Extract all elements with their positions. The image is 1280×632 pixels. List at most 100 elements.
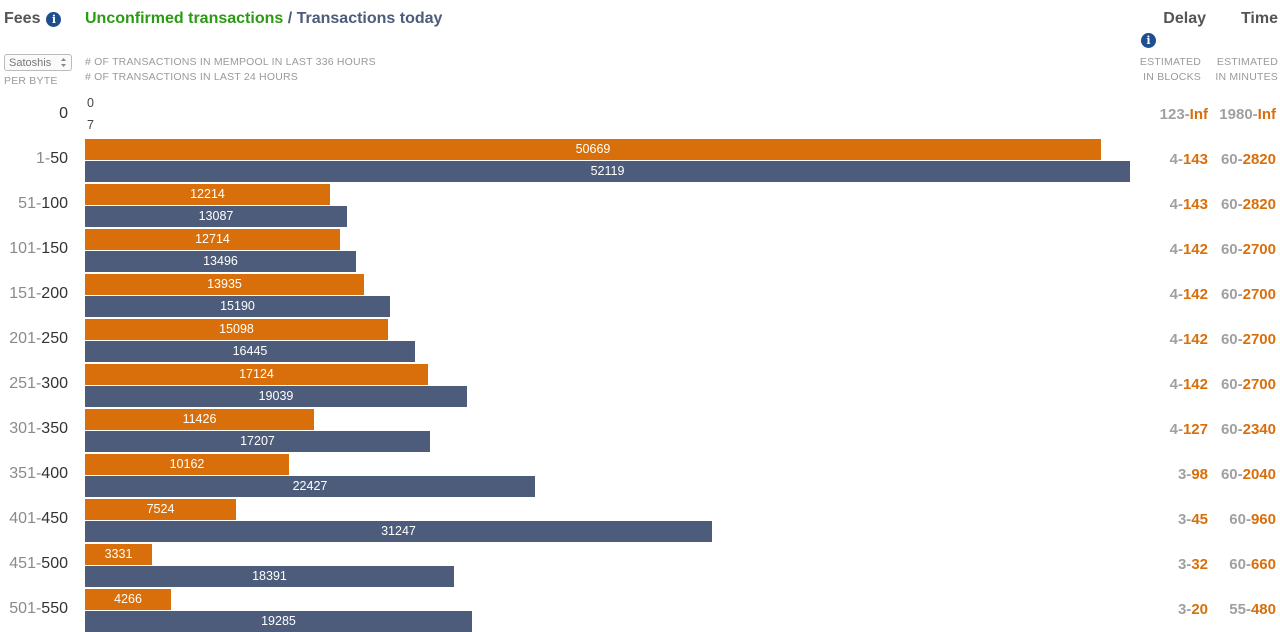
delay-hi: 142	[1182, 286, 1208, 303]
today-bar[interactable]	[85, 566, 454, 587]
unconfirmed-bar[interactable]	[85, 139, 1101, 160]
unconfirmed-value-label: 3331	[104, 547, 133, 561]
today-value-label: 19039	[258, 389, 294, 403]
unconfirmed-bar[interactable]	[85, 544, 152, 565]
time-estimate: 60-2700	[1221, 241, 1276, 258]
fees-info-icon[interactable]: i	[46, 11, 62, 27]
today-bar[interactable]	[85, 476, 535, 497]
fees-label: Fees	[4, 10, 41, 27]
time-lo: 60-	[1220, 331, 1243, 348]
today-value-label: 52119	[590, 164, 625, 178]
title-unconfirmed: Unconfirmed transactions	[85, 10, 284, 27]
today-bar[interactable]	[85, 206, 347, 227]
time-lo: 60-	[1220, 241, 1243, 258]
unconfirmed-bar[interactable]	[85, 364, 428, 385]
fee-hi: 550	[41, 600, 68, 617]
delay-hi: Inf	[1189, 106, 1208, 123]
today-value-label: 13087	[198, 209, 234, 223]
fee-hi: 300	[41, 375, 68, 392]
fee-sep: -	[35, 420, 42, 437]
delay-lo: 3-	[1177, 556, 1192, 573]
fee-lo: 401	[9, 510, 36, 527]
fee-hi: 350	[41, 420, 68, 437]
unconfirmed-bar[interactable]	[85, 454, 289, 475]
fee-range-label: 251-300	[9, 375, 68, 393]
unconfirmed-bar[interactable]	[85, 499, 236, 520]
unconfirmed-value-label: 12714	[195, 232, 230, 246]
time-lo: 60-	[1229, 511, 1251, 528]
fee-sep: -	[44, 150, 51, 167]
fee-lo: 251	[9, 375, 36, 392]
today-bar[interactable]	[85, 386, 467, 407]
unconfirmed-bar[interactable]	[85, 274, 364, 295]
time-hi: Inf	[1257, 106, 1276, 123]
time-estimate: 60-2340	[1221, 421, 1276, 438]
fee-hi: 450	[41, 510, 68, 527]
today-bar[interactable]	[85, 431, 430, 452]
delay-estimate: 3-45	[1178, 511, 1208, 528]
today-value-label: 19285	[261, 614, 296, 628]
delay-lo: 123-	[1159, 106, 1190, 123]
select-arrows-icon	[61, 58, 66, 67]
time-estimate: 60-2700	[1221, 376, 1276, 393]
delay-lo: 3-	[1177, 601, 1192, 618]
fee-range-label: 101-150	[9, 240, 68, 258]
unconfirmed-value-label: 15098	[219, 322, 254, 336]
today-bar[interactable]	[85, 251, 356, 272]
delay-hi: 32	[1191, 556, 1208, 573]
unconfirmed-bar[interactable]	[85, 319, 388, 340]
fee-range-label: 51-100	[18, 195, 68, 213]
delay-hi: 142	[1182, 376, 1208, 393]
fee-sep: -	[35, 195, 42, 212]
fee-range-label: 351-400	[9, 465, 68, 483]
unconfirmed-bar[interactable]	[85, 184, 330, 205]
delay-estimate: 3-32	[1178, 556, 1208, 573]
unconfirmed-bar[interactable]	[85, 229, 340, 250]
fee-range-label: 301-350	[9, 420, 68, 438]
today-value-label: 17207	[240, 434, 275, 448]
fee-range-label: 401-450	[9, 510, 68, 528]
fee-hi: 50	[50, 150, 68, 167]
delay-lo: 4-	[1169, 421, 1183, 438]
delay-estimate: 4-142	[1170, 286, 1208, 303]
unconfirmed-bar[interactable]	[85, 409, 314, 430]
unconfirmed-bar[interactable]	[85, 589, 171, 610]
delay-hi: 143	[1182, 196, 1208, 213]
fee-range-label: 151-200	[9, 285, 68, 303]
delay-lo: 3-	[1177, 466, 1192, 483]
unconfirmed-value-label: 50669	[575, 142, 611, 156]
delay-estimate: 4-127	[1170, 421, 1208, 438]
today-bar[interactable]	[85, 161, 1130, 182]
unconfirmed-value-label: 7524	[146, 502, 175, 516]
time-estimate: 1980-Inf	[1219, 106, 1276, 123]
today-value-label: 18391	[252, 569, 287, 583]
title-separator: /	[283, 10, 297, 27]
fee-hi: 250	[41, 330, 68, 347]
delay-hi: 45	[1191, 511, 1208, 528]
today-bar[interactable]	[85, 611, 472, 632]
time-hi: 660	[1250, 556, 1276, 573]
today-bar[interactable]	[85, 341, 415, 362]
time-lo: 60-	[1220, 376, 1243, 393]
time-lo: 60-	[1220, 196, 1243, 213]
fee-lo: 0	[59, 105, 68, 122]
fee-sep: -	[35, 330, 42, 347]
today-bar[interactable]	[85, 296, 390, 317]
time-estimate: 60-2820	[1221, 196, 1276, 213]
delay-lo: 4-	[1169, 151, 1183, 168]
delay-lo: 4-	[1169, 196, 1183, 213]
time-hi: 2700	[1242, 331, 1276, 348]
unconfirmed-value-label: 12214	[190, 187, 225, 201]
today-value-label: 31247	[381, 524, 416, 538]
time-lo: 60-	[1220, 466, 1243, 483]
fee-lo: 301	[9, 420, 36, 437]
fee-lo: 451	[9, 555, 36, 572]
delay-estimate: 3-98	[1178, 466, 1208, 483]
delay-info-icon[interactable]: i	[1141, 33, 1156, 48]
delay-estimate: 4-142	[1170, 376, 1208, 393]
fee-hi: 500	[41, 555, 68, 572]
unit-select[interactable]: Satoshis	[4, 54, 72, 71]
time-hi: 2700	[1242, 376, 1276, 393]
delay-header: Delay	[1163, 10, 1206, 27]
today-bar[interactable]	[85, 521, 712, 542]
